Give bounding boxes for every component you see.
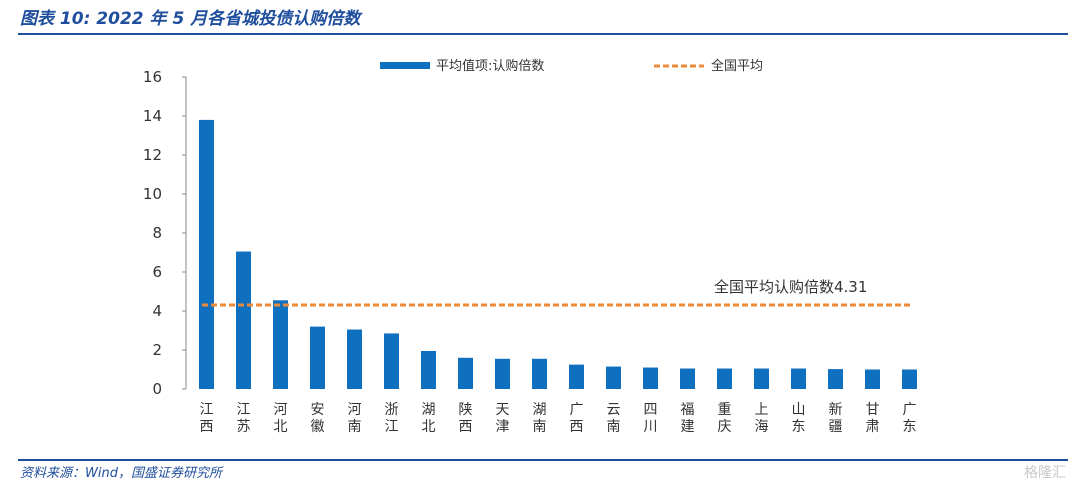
x-category-label: 山 xyxy=(792,402,806,418)
bar xyxy=(458,357,473,389)
x-category-label: 江 xyxy=(237,402,251,418)
bar xyxy=(828,369,843,389)
x-category-label: 津 xyxy=(496,419,510,435)
bar xyxy=(310,326,325,389)
x-category-label: 肃 xyxy=(866,419,880,435)
bar xyxy=(791,368,806,389)
x-category-label: 东 xyxy=(903,419,917,435)
bar xyxy=(865,369,880,389)
y-tick-label: 12 xyxy=(143,146,162,164)
x-category-label: 安 xyxy=(311,402,325,418)
legend-bar-label: 平均值项:认购倍数 xyxy=(436,58,544,74)
x-category-label: 河 xyxy=(348,402,362,418)
x-category-label: 湖 xyxy=(533,402,547,418)
x-category-label: 北 xyxy=(422,419,436,435)
x-category-label: 广 xyxy=(903,402,917,418)
x-category-label: 东 xyxy=(792,419,806,435)
y-tick-label: 16 xyxy=(143,68,162,86)
x-category-label: 天 xyxy=(496,402,510,418)
bar xyxy=(421,350,436,389)
y-tick-label: 0 xyxy=(152,380,162,398)
bar xyxy=(347,329,362,389)
x-category-label: 湖 xyxy=(422,402,436,418)
source-note: 资料来源：Wind，国盛证券研究所 xyxy=(20,466,222,481)
bar xyxy=(902,369,917,389)
x-category-label: 南 xyxy=(533,419,547,435)
y-tick-label: 14 xyxy=(143,107,162,125)
x-category-label: 南 xyxy=(348,419,362,435)
x-category-label: 福 xyxy=(681,402,695,418)
legend-line-label: 全国平均 xyxy=(711,58,763,74)
x-category-label: 西 xyxy=(570,419,584,435)
legend: 平均值项:认购倍数 全国平均 xyxy=(380,58,763,74)
x-category-label: 建 xyxy=(681,419,695,435)
x-category-label: 疆 xyxy=(829,419,843,435)
x-category-label: 陕 xyxy=(459,402,473,418)
x-category-label: 西 xyxy=(200,419,214,435)
x-category-label: 苏 xyxy=(237,419,251,435)
average-annotation: 全国平均认购倍数4.31 xyxy=(714,278,867,296)
bar xyxy=(754,368,769,389)
watermark: 格隆汇 xyxy=(1024,465,1066,481)
y-tick-label: 4 xyxy=(152,302,162,320)
x-category-label: 川 xyxy=(644,419,658,435)
y-tick-label: 10 xyxy=(143,185,162,203)
y-tick-label: 2 xyxy=(152,341,162,359)
top-rule xyxy=(18,33,1068,35)
x-category-label: 海 xyxy=(755,419,769,435)
x-category-label: 云 xyxy=(607,402,621,418)
y-axis-ticks: 0 2 4 6 8 10 12 14 16 xyxy=(143,68,186,398)
bottom-rule xyxy=(18,459,1068,461)
x-category-label: 南 xyxy=(607,419,621,435)
x-category-label: 江 xyxy=(200,402,214,418)
bar xyxy=(532,358,547,389)
bar xyxy=(273,300,288,389)
x-category-label: 徽 xyxy=(311,419,325,435)
x-category-label: 甘 xyxy=(866,402,880,418)
x-category-label: 新 xyxy=(829,402,843,418)
bars xyxy=(199,119,917,390)
x-category-label: 浙 xyxy=(385,402,399,418)
bar xyxy=(606,366,621,389)
bar xyxy=(495,358,510,389)
bar xyxy=(384,333,399,389)
figure-title: 图表 10: 2022 年 5 月各省城投债认购倍数 xyxy=(20,9,361,29)
y-tick-label: 8 xyxy=(152,224,162,242)
x-category-label: 西 xyxy=(459,419,473,435)
bar-chart: 平均值项:认购倍数 全国平均 0 2 4 6 8 10 12 14 16 全国平均认购倍数4.3… xyxy=(143,58,917,435)
x-category-label: 江 xyxy=(385,419,399,435)
x-category-label: 上 xyxy=(755,402,769,418)
x-category-label: 四 xyxy=(644,402,658,418)
x-category-label: 庆 xyxy=(718,419,732,435)
x-category-label: 广 xyxy=(570,402,584,418)
y-tick-label: 6 xyxy=(152,263,162,281)
legend-bar-swatch xyxy=(380,62,430,69)
bar xyxy=(717,368,732,389)
bar xyxy=(199,119,214,390)
bar xyxy=(236,251,251,389)
x-category-label: 重 xyxy=(718,402,732,418)
x-category-label: 河 xyxy=(274,402,288,418)
bar xyxy=(643,367,658,389)
bar xyxy=(680,368,695,389)
x-category-label: 北 xyxy=(274,419,288,435)
bar xyxy=(569,364,584,389)
